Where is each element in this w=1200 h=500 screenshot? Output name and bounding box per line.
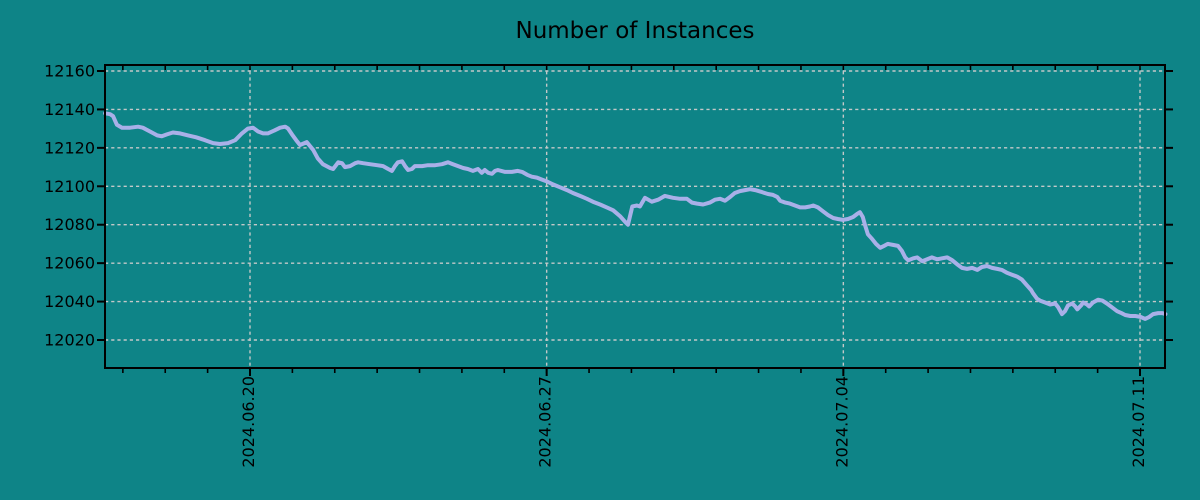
y-tick-label: 12060 (44, 254, 95, 273)
x-tick-label: 2024.06.27 (536, 376, 555, 468)
y-tick-label: 12100 (44, 177, 95, 196)
plot-frame (104, 64, 1166, 369)
grid-layer (105, 65, 1165, 368)
y-tick-label: 12160 (44, 62, 95, 81)
chart-title: Number of Instances (516, 18, 755, 44)
frame-layer (104, 64, 1166, 369)
tick-layer (97, 65, 1173, 376)
y-tick-label: 12120 (44, 138, 95, 157)
label-layer: 12020 12040 12060 12080 12100 12120 12140 12160… (44, 62, 1148, 468)
y-tick-label: 12020 (44, 331, 95, 350)
series-line (103, 111, 1168, 321)
x-tick-label: 2024.07.11 (1129, 376, 1148, 468)
x-tick-label: 2024.06.20 (239, 376, 258, 468)
y-tick-label: 12080 (44, 215, 95, 234)
x-tick-label: 2024.07.04 (832, 376, 851, 468)
y-tick-label: 12140 (44, 100, 95, 119)
y-tick-label: 12040 (44, 292, 95, 311)
series-layer (103, 111, 1168, 321)
